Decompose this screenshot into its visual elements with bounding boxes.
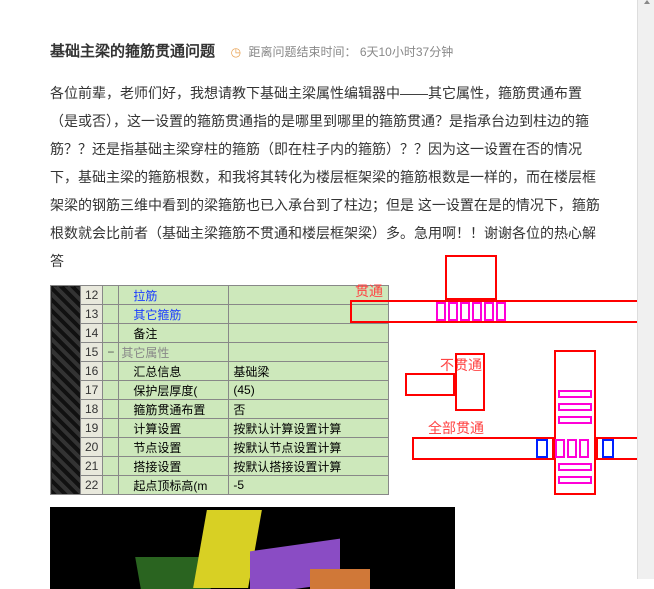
toggle-icon [103,305,119,324]
d3-m8 [558,476,592,484]
prop-value[interactable]: -5 [229,476,389,495]
prop-label[interactable]: 其它箍筋 [119,305,229,324]
scrollbar[interactable] [637,0,654,579]
d3-m7 [558,463,592,471]
label-allthrough: 全部贯通 [428,418,484,438]
prop-label: 箍筋贯通布置 [119,400,229,419]
toggle-icon [103,419,119,438]
d3-m2 [558,403,592,411]
prop-label[interactable]: 拉筋 [119,286,229,305]
toggle-icon [103,381,119,400]
row-number: 13 [81,305,103,324]
prop-label: 汇总信息 [119,362,229,381]
row-number: 17 [81,381,103,400]
d3-m5 [567,439,577,458]
toggle-icon [103,457,119,476]
prop-value[interactable]: 按默认搭接设置计算 [229,457,389,476]
table-row: 22 起点顶标高(m-5 [51,476,389,495]
table-row: 15−其它属性 [51,343,389,362]
title-row: 基础主梁的箍筋贯通问题 ◷ 距离问题结束时间： 6天10小时37分钟 [50,40,604,61]
prop-value[interactable] [229,343,389,362]
d1-m4 [472,302,482,321]
prop-value[interactable] [229,324,389,343]
d1-m3 [460,302,470,321]
toggle-icon [103,286,119,305]
d3-m6 [579,439,589,458]
d3-hl [412,437,554,460]
d3-m4 [555,439,565,458]
d2-left [405,373,455,396]
d2-mid [455,353,485,411]
toggle-icon [103,476,119,495]
clock-icon: ◷ [231,45,241,59]
countdown: ◷ 距离问题结束时间： 6天10小时37分钟 [231,45,454,59]
toggle-icon [103,400,119,419]
prop-label: 备注 [119,324,229,343]
prop-label: 起点顶标高(m [119,476,229,495]
d3-b1 [536,439,548,458]
row-number: 18 [81,400,103,419]
render-preview [50,507,455,589]
row-number: 19 [81,419,103,438]
table-row: 21 搭接设置按默认搭接设置计算 [51,457,389,476]
table-row: 14 备注 [51,324,389,343]
row-number: 16 [81,362,103,381]
toggle-icon[interactable]: − [103,343,119,362]
table-row: 18 箍筋贯通布置否 [51,400,389,419]
d1-m5 [484,302,494,321]
d1-m1 [436,302,446,321]
prop-label: 搭接设置 [119,457,229,476]
d1-vred [445,255,497,300]
toggle-icon [103,324,119,343]
countdown-label: 距离问题结束时间： [248,45,356,59]
label-through: 贯通 [355,281,383,301]
d3-m3 [558,416,592,424]
table-row: 16 汇总信息基础梁 [51,362,389,381]
toggle-icon [103,438,119,457]
prop-label: 计算设置 [119,419,229,438]
row-number: 20 [81,438,103,457]
row-number: 15 [81,343,103,362]
property-table: 12拉筋13其它箍筋14备注15−其它属性16汇总信息基础梁17保护层厚度((4… [50,285,389,495]
d3-b2 [602,439,614,458]
illustration-area: 12拉筋13其它箍筋14备注15−其它属性16汇总信息基础梁17保护层厚度((4… [50,285,640,495]
table-row: 20 节点设置按默认节点设置计算 [51,438,389,457]
table-row: 13 其它箍筋 [51,305,389,324]
countdown-value: 6天10小时37分钟 [360,45,453,59]
row-number: 14 [81,324,103,343]
toggle-icon [103,362,119,381]
d1-m2 [448,302,458,321]
d1-m6 [496,302,506,321]
row-number: 12 [81,286,103,305]
prop-value[interactable]: 否 [229,400,389,419]
d1-hred [350,300,640,323]
table-row: 19 计算设置按默认计算设置计算 [51,419,389,438]
row-number: 22 [81,476,103,495]
question-body: 各位前辈，老师们好，我想请教下基础主梁属性编辑器中——其它属性，箍筋贯通布置（是… [50,79,604,275]
table-row: 12 拉筋 [51,286,389,305]
prop-label: 其它属性 [119,343,229,362]
prop-value[interactable]: 按默认计算设置计算 [229,419,389,438]
d3-m1 [558,390,592,398]
prop-value[interactable]: (45) [229,381,389,400]
table-row: 17 保护层厚度((45) [51,381,389,400]
row-number: 21 [81,457,103,476]
question-title: 基础主梁的箍筋贯通问题 [50,43,215,60]
prop-value[interactable]: 按默认节点设置计算 [229,438,389,457]
left-strip [51,286,81,495]
question-container: 基础主梁的箍筋贯通问题 ◷ 距离问题结束时间： 6天10小时37分钟 各位前辈，… [0,0,654,589]
prop-label: 节点设置 [119,438,229,457]
prop-label: 保护层厚度( [119,381,229,400]
prop-value[interactable]: 基础梁 [229,362,389,381]
